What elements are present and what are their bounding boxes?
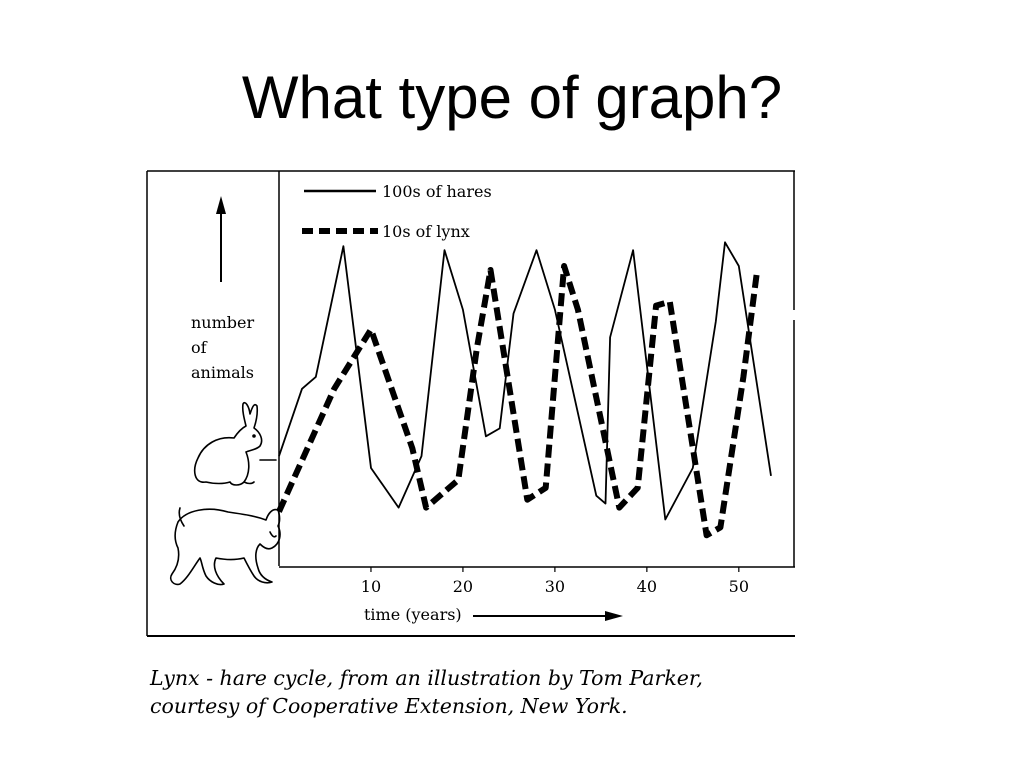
legend: 100s of hares 10s of lynx xyxy=(302,182,492,241)
chart-figure: number of animals 100s of hares 10s of l… xyxy=(146,170,796,638)
lynx-icon xyxy=(169,507,281,586)
series-line-hares xyxy=(278,241,772,521)
svg-text:animals: animals xyxy=(191,363,254,382)
x-tick-label: 30 xyxy=(545,577,565,596)
x-tick-label: 40 xyxy=(637,577,657,596)
figure-caption: Lynx - hare cycle, from an illustration … xyxy=(150,664,810,720)
caption-line-2: courtesy of Cooperative Extension, New Y… xyxy=(150,694,628,718)
x-axis-label: time (years) xyxy=(364,605,462,624)
svg-text:of: of xyxy=(191,338,208,357)
rabbit-icon xyxy=(193,401,277,486)
x-tick-label: 20 xyxy=(453,577,473,596)
chart-svg: number of animals 100s of hares 10s of l… xyxy=(146,170,795,637)
caption-line-1: Lynx - hare cycle, from an illustration … xyxy=(150,666,703,690)
y-axis-label-line: of xyxy=(191,338,208,357)
legend-label-lynx: 10s of lynx xyxy=(382,222,470,241)
right-arrow-icon xyxy=(473,611,623,621)
slide-title: What type of graph? xyxy=(241,64,783,131)
y-axis-label-line: number xyxy=(191,313,254,332)
y-axis-label-line: animals xyxy=(191,363,254,382)
y-axis-label: number of animals xyxy=(191,313,254,382)
x-ticks: 10 20 30 40 50 xyxy=(361,567,749,596)
svg-text:number: number xyxy=(191,313,254,332)
up-arrow-icon xyxy=(216,196,226,282)
legend-label-hares: 100s of hares xyxy=(382,182,492,201)
x-tick-label: 50 xyxy=(729,577,749,596)
x-tick-label: 10 xyxy=(361,577,381,596)
series-layer xyxy=(276,241,772,539)
series-line-lynx xyxy=(276,263,761,539)
